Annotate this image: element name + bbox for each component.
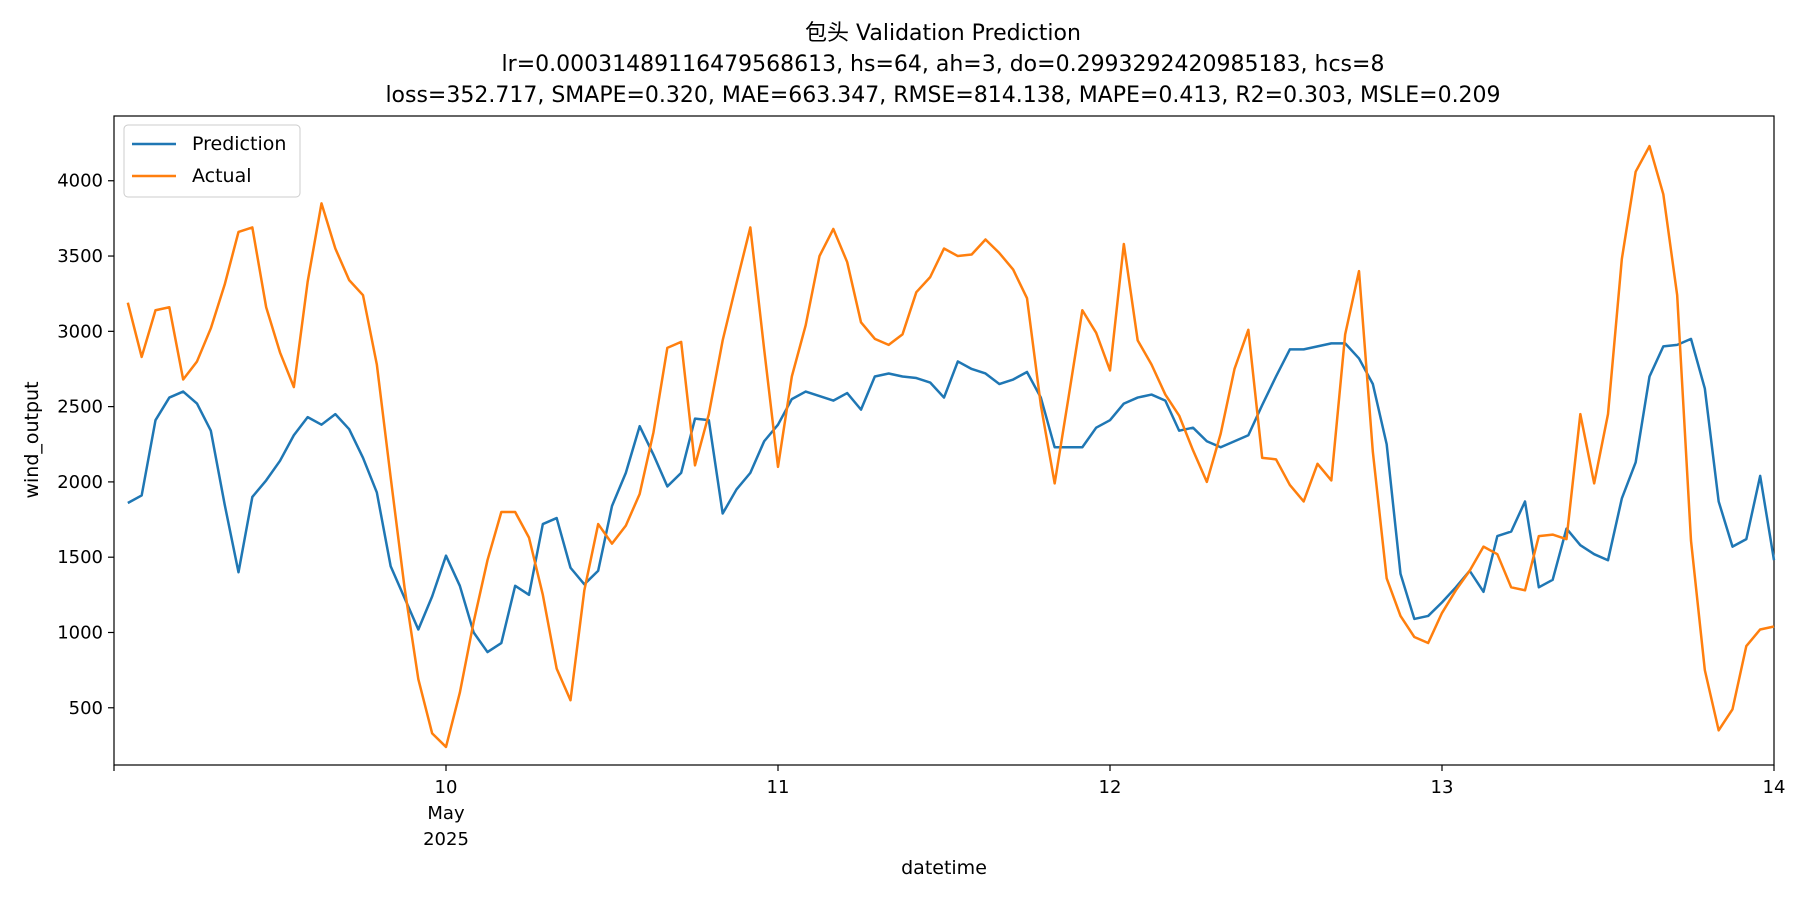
- y-tick-label: 1000: [57, 622, 103, 643]
- x-tick-label: 12: [1099, 777, 1122, 798]
- x-tick-label: 14: [1763, 777, 1786, 798]
- x-tick-label: 13: [1431, 777, 1454, 798]
- x-axis-label: datetime: [901, 857, 987, 879]
- x-tick-label: May: [427, 803, 465, 824]
- series-lines: [126, 144, 1776, 749]
- y-axis-ticks: 500 1000 1500 2000 2500 3000 3500 4000: [57, 171, 114, 719]
- chart-title: 包头 Validation Prediction: [805, 21, 1081, 46]
- x-tick-label: 10: [435, 777, 458, 798]
- y-tick-label: 500: [69, 698, 103, 719]
- x-tick-label: 11: [767, 777, 790, 798]
- y-tick-label: 4000: [57, 171, 103, 192]
- y-tick-label: 3000: [57, 321, 103, 342]
- chart-subtitle-params: lr=0.00031489116479568613, hs=64, ah=3, …: [502, 52, 1385, 77]
- legend: Prediction Actual: [123, 124, 301, 198]
- x-axis-ticks: 10 May 2025 11 12 13 14: [113, 765, 1786, 850]
- series-line-actual: [126, 144, 1775, 749]
- legend-label-prediction: Prediction: [192, 133, 286, 155]
- y-tick-label: 2000: [57, 472, 103, 493]
- y-tick-label: 2500: [57, 397, 103, 418]
- series-line-prediction: [127, 337, 1776, 654]
- y-tick-label: 1500: [57, 547, 103, 568]
- x-tick-label: 2025: [423, 829, 469, 850]
- y-tick-label: 3500: [57, 246, 103, 267]
- plot-area: [113, 115, 1775, 766]
- legend-label-actual: Actual: [192, 165, 252, 187]
- y-axis-label: wind_output: [21, 381, 43, 498]
- chart-subtitle-metrics: loss=352.717, SMAPE=0.320, MAE=663.347, …: [385, 83, 1500, 108]
